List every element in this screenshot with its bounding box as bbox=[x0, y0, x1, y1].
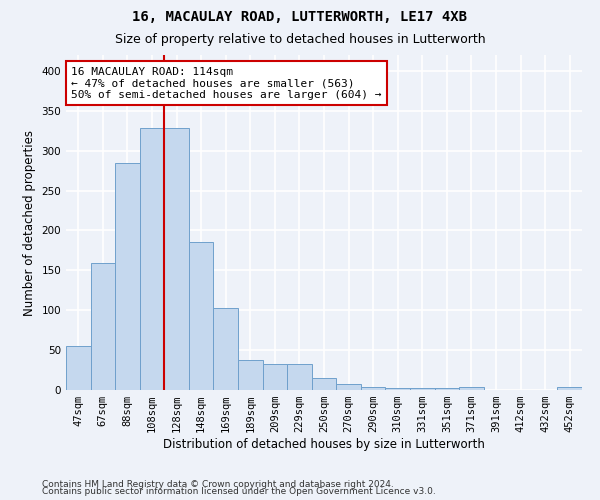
Bar bbox=[287, 364, 312, 390]
Bar bbox=[66, 346, 91, 390]
Bar bbox=[214, 308, 238, 390]
Y-axis label: Number of detached properties: Number of detached properties bbox=[23, 130, 36, 316]
Bar bbox=[336, 384, 361, 390]
Bar bbox=[263, 364, 287, 390]
X-axis label: Distribution of detached houses by size in Lutterworth: Distribution of detached houses by size … bbox=[163, 438, 485, 451]
Bar bbox=[91, 263, 115, 390]
Text: Contains HM Land Registry data © Crown copyright and database right 2024.: Contains HM Land Registry data © Crown c… bbox=[42, 480, 394, 489]
Bar bbox=[115, 164, 140, 390]
Bar bbox=[385, 388, 410, 390]
Bar bbox=[189, 242, 214, 390]
Bar bbox=[312, 378, 336, 390]
Bar bbox=[459, 387, 484, 390]
Bar bbox=[410, 388, 434, 390]
Bar bbox=[140, 128, 164, 390]
Bar bbox=[361, 387, 385, 390]
Text: 16 MACAULAY ROAD: 114sqm
← 47% of detached houses are smaller (563)
50% of semi-: 16 MACAULAY ROAD: 114sqm ← 47% of detach… bbox=[71, 66, 382, 100]
Text: Contains public sector information licensed under the Open Government Licence v3: Contains public sector information licen… bbox=[42, 487, 436, 496]
Bar bbox=[164, 128, 189, 390]
Text: 16, MACAULAY ROAD, LUTTERWORTH, LE17 4XB: 16, MACAULAY ROAD, LUTTERWORTH, LE17 4XB bbox=[133, 10, 467, 24]
Bar bbox=[238, 360, 263, 390]
Text: Size of property relative to detached houses in Lutterworth: Size of property relative to detached ho… bbox=[115, 32, 485, 46]
Bar bbox=[434, 388, 459, 390]
Bar bbox=[557, 387, 582, 390]
